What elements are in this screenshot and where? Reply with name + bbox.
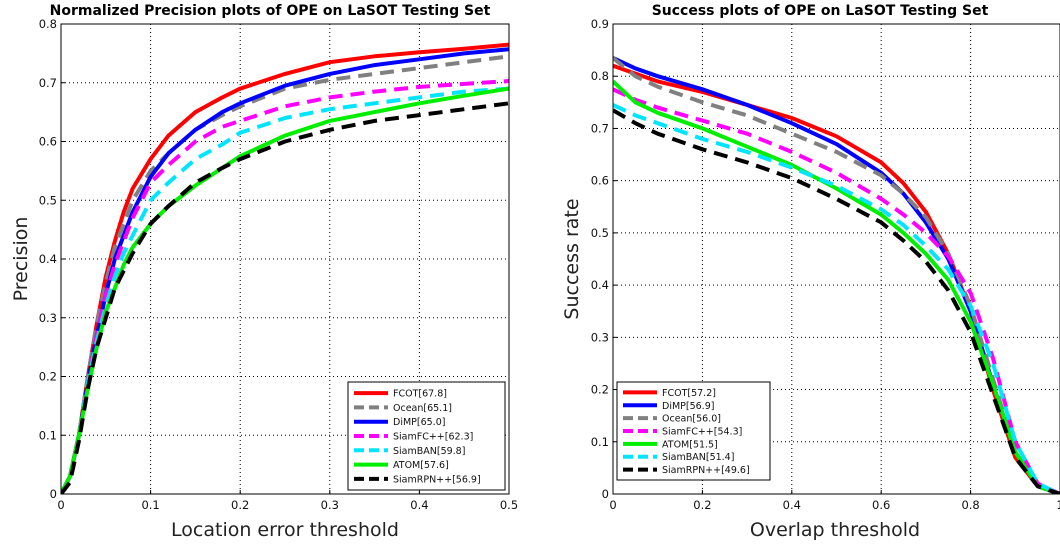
x-tick-label: 1	[1056, 498, 1060, 512]
legend: FCOT[57.2] DiMP[56.9] Ocean[56.0] SiamFC++[…	[616, 381, 771, 481]
x-tick-label: 0.8	[961, 498, 979, 512]
series-line-3	[613, 56, 1060, 494]
x-tick-label: 0.3	[321, 498, 339, 512]
series-line-5	[613, 79, 1060, 494]
y-tick-label: 0	[602, 487, 609, 501]
legend-label: SiamBAN[59.8]	[393, 446, 465, 457]
y-tick-label: 0.6	[39, 135, 57, 149]
y-tick-label: 0.3	[39, 311, 57, 325]
legend-label: DiMP[65.0]	[393, 417, 445, 428]
y-tick-label: 0.2	[591, 383, 609, 397]
x-tick-label: 0.2	[231, 498, 249, 512]
y-tick-label: 0.1	[39, 428, 57, 442]
legend-label: SiamFC++[54.3]	[662, 427, 742, 438]
legend-label: SiamBAN[51.4]	[662, 452, 734, 463]
series-line-6	[613, 103, 1060, 494]
y-tick-label: 0.5	[39, 193, 57, 207]
series-line-7	[613, 108, 1060, 494]
y-tick-label: 0.4	[591, 278, 609, 292]
x-tick-label: 0.2	[693, 498, 711, 512]
y-tick-label: 0.2	[39, 370, 57, 384]
series-line-7	[61, 101, 509, 494]
x-axis-label: Overlap threshold	[750, 519, 920, 541]
legend-label: FCOT[67.8]	[393, 389, 447, 400]
y-tick-label: 0.8	[39, 17, 57, 31]
legend-box	[347, 381, 506, 491]
y-axis-label: Success rate	[561, 198, 583, 319]
chart-title: Normalized Precision plots of OPE on LaS…	[50, 3, 491, 19]
series-line-2	[61, 54, 509, 494]
x-tick-label: 0	[57, 498, 64, 512]
legend-label: SiamRPN++[49.6]	[662, 465, 750, 476]
legend-label: ATOM[51.5]	[662, 439, 718, 450]
legend-label: DiMP[56.9]	[662, 401, 714, 412]
y-tick-label: 0.7	[591, 121, 609, 135]
series-group	[61, 42, 509, 494]
y-tick-label: 0.3	[591, 330, 609, 344]
legend-label: SiamRPN++[56.9]	[393, 474, 481, 485]
series-line-4	[613, 87, 1060, 494]
y-axis-label: Precision	[10, 217, 32, 302]
y-tick-label: 0	[50, 487, 57, 501]
x-tick-label: 0.6	[872, 498, 890, 512]
legend-label: Ocean[56.0]	[662, 414, 721, 425]
y-tick-label: 0.9	[591, 17, 609, 31]
legend-label: ATOM[57.6]	[393, 460, 449, 471]
x-tick-label: 0.1	[141, 498, 159, 512]
legend-label: Ocean[65.1]	[393, 403, 452, 414]
x-tick-label: 0.4	[410, 498, 428, 512]
y-tick-label: 0.5	[591, 226, 609, 240]
y-tick-label: 0.1	[591, 435, 609, 449]
legend: FCOT[67.8] Ocean[65.1] DiMP[65.0] SiamFC++[…	[347, 381, 506, 491]
x-axis-label: Location error threshold	[171, 519, 399, 541]
series-group	[613, 56, 1060, 494]
axes-frame	[612, 23, 1060, 495]
y-tick-label: 0.7	[39, 76, 57, 90]
axes-frame	[60, 23, 510, 495]
y-tick-label: 0.8	[591, 69, 609, 83]
chart-1: Normalized Precision plots of OPE on LaS…	[10, 3, 518, 541]
y-tick-label: 0.6	[591, 174, 609, 188]
x-tick-label: 0.5	[500, 498, 518, 512]
y-tick-label: 0.4	[39, 252, 57, 266]
chart-title: Success plots of OPE on LaSOT Testing Se…	[652, 3, 989, 19]
chart-2: Success plots of OPE on LaSOT Testing Se…	[561, 3, 1060, 541]
legend-label: FCOT[57.2]	[662, 388, 716, 399]
legend-label: SiamFC++[62.3]	[393, 432, 473, 443]
x-tick-label: 0	[609, 498, 616, 512]
x-tick-label: 0.4	[783, 498, 801, 512]
